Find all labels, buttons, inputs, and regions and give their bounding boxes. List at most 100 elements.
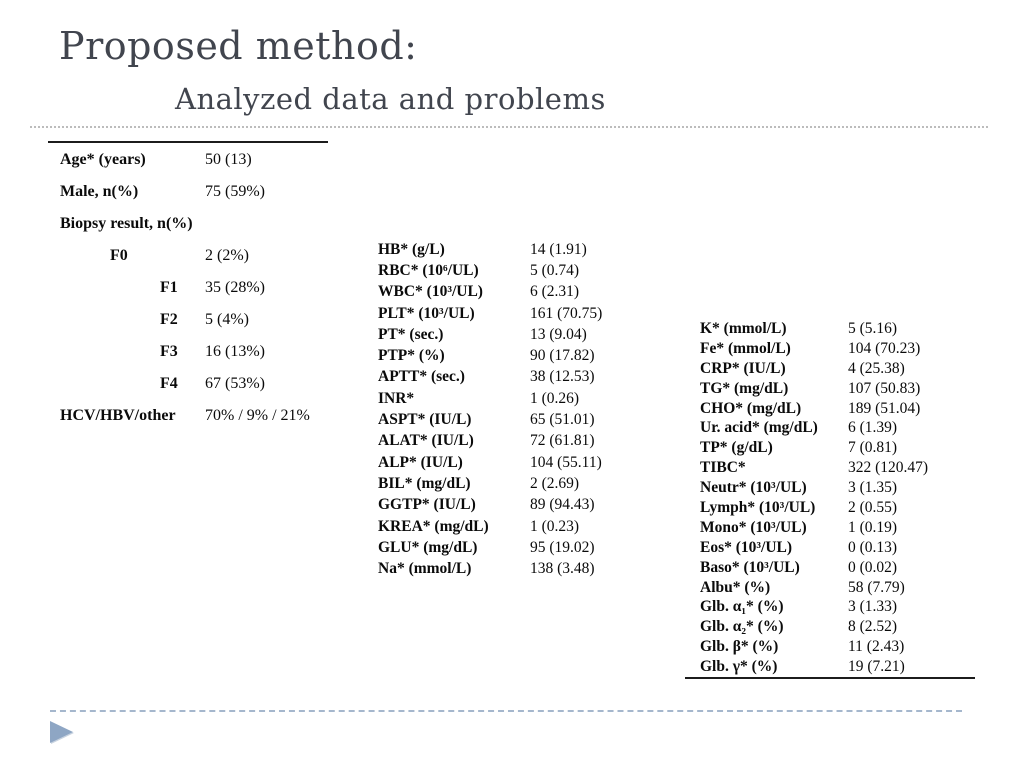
row-value: 5 (4%) <box>205 311 249 328</box>
row-value: 322 (120.47) <box>848 459 929 477</box>
row-label: RBC* (10⁶/UL) <box>378 261 479 279</box>
row-label: Glb. α₁* (%) <box>700 598 784 616</box>
row-value: 5 (0.74) <box>530 261 580 279</box>
row-value: 70% / 9% / 21% <box>205 407 310 424</box>
row-value: 50 (13) <box>205 151 252 168</box>
row-label: Na* (mmol/L) <box>378 560 472 578</box>
table-row: F1 35 (28%) <box>60 272 328 304</box>
table-row: F3 16 (13%) <box>60 336 328 368</box>
row-label: ASPT* (IU/L) <box>378 411 472 429</box>
row-value: 75 (59%) <box>205 183 265 200</box>
row-label: CRP* (IU/L) <box>700 359 786 377</box>
row-value: 2 (2%) <box>205 247 249 264</box>
table-row: Lymph* (10³/UL) 2 (0.55) <box>700 498 975 518</box>
row-value: 8 (2.52) <box>848 618 898 636</box>
table-row: F2 5 (4%) <box>60 304 328 336</box>
table-row: Glb. γ* (%) 19 (7.21) <box>700 657 975 677</box>
table-row: TP* (g/dL) 7 (0.81) <box>700 438 975 458</box>
table-row: Fe* (mmol/L) 104 (70.23) <box>700 339 975 359</box>
table-row: ALAT* (IU/L) 72 (61.81) <box>378 431 648 452</box>
row-label: F2 <box>160 311 178 328</box>
table-row: F4 67 (53%) <box>60 368 328 400</box>
table-row: CHO* (mg/dL) 189 (51.04) <box>700 399 975 419</box>
row-value: 16 (13%) <box>205 343 265 360</box>
header-divider <box>30 126 988 128</box>
row-value: 1 (0.23) <box>530 517 580 535</box>
row-label: F4 <box>160 375 178 392</box>
row-label: ALAT* (IU/L) <box>378 432 474 450</box>
row-label: Eos* (10³/UL) <box>700 538 793 556</box>
row-value: 138 (3.48) <box>530 560 595 578</box>
row-value: 13 (9.04) <box>530 325 587 343</box>
row-label: PT* (sec.) <box>378 325 444 343</box>
demographics-table: Age* (years) 50 (13) Male, n(%) 75 (59%)… <box>48 141 328 432</box>
row-value: 67 (53%) <box>205 375 265 392</box>
row-label: Age* (years) <box>60 151 146 168</box>
table-row: APTT* (sec.) 38 (12.53) <box>378 367 648 388</box>
row-label: TP* (g/dL) <box>700 439 773 457</box>
table-row: Mono* (10³/UL) 1 (0.19) <box>700 518 975 538</box>
row-label: INR* <box>378 389 415 407</box>
row-value: 6 (2.31) <box>530 283 580 301</box>
row-value: 104 (70.23) <box>848 339 921 357</box>
table-row: KREA* (mg/dL) 1 (0.23) <box>378 516 648 537</box>
row-value: 90 (17.82) <box>530 347 595 365</box>
footer-divider <box>50 710 962 712</box>
table-row: Glb. β* (%) 11 (2.43) <box>700 637 975 657</box>
table-row: HB* (g/L) 14 (1.91) <box>378 239 648 260</box>
row-value: 0 (0.13) <box>848 538 898 556</box>
table-row: Na* (mmol/L) 138 (3.48) <box>378 558 648 579</box>
row-value: 189 (51.04) <box>848 399 921 417</box>
row-label: GGTP* (IU/L) <box>378 496 476 514</box>
table-row: GLU* (mg/dL) 95 (19.02) <box>378 537 648 558</box>
row-value: 6 (1.39) <box>848 419 898 437</box>
table-row: INR* 1 (0.26) <box>378 388 648 409</box>
row-value: 14 (1.91) <box>530 240 587 258</box>
lab-results-table-primary: HB* (g/L) 14 (1.91) RBC* (10⁶/UL) 5 (0.7… <box>378 239 648 580</box>
row-value: 72 (61.81) <box>530 432 595 450</box>
table-row: Male, n(%) 75 (59%) <box>60 176 328 208</box>
table-row: PLT* (10³/UL) 161 (70.75) <box>378 303 648 324</box>
row-label: Mono* (10³/UL) <box>700 518 807 536</box>
row-label: K* (mmol/L) <box>700 319 787 337</box>
row-label: TG* (mg/dL) <box>700 379 789 397</box>
table-row: GGTP* (IU/L) 89 (94.43) <box>378 495 648 516</box>
table-row: F0 2 (2%) <box>60 240 328 272</box>
row-value: 161 (70.75) <box>530 304 603 322</box>
row-label: Glb. α₂* (%) <box>700 618 784 636</box>
row-label: Albu* (%) <box>700 578 771 596</box>
table-row: Age* (years) 50 (13) <box>60 144 328 176</box>
row-value: 7 (0.81) <box>848 439 898 457</box>
row-value: 5 (5.16) <box>848 319 898 337</box>
row-label: PLT* (10³/UL) <box>378 304 475 322</box>
row-value: 65 (51.01) <box>530 411 595 429</box>
table-row: BIL* (mg/dL) 2 (2.69) <box>378 473 648 494</box>
table-row: Glb. α₂* (%) 8 (2.52) <box>700 617 975 637</box>
table-row: PTP* (%) 90 (17.82) <box>378 345 648 366</box>
row-value: 2 (2.69) <box>530 474 580 492</box>
table-row: Baso* (10³/UL) 0 (0.02) <box>700 558 975 578</box>
table-row: Eos* (10³/UL) 0 (0.13) <box>700 538 975 558</box>
row-value: 4 (25.38) <box>848 359 905 377</box>
row-label: Fe* (mmol/L) <box>700 339 791 357</box>
row-label: BIL* (mg/dL) <box>378 474 471 492</box>
row-label: Baso* (10³/UL) <box>700 558 800 576</box>
row-label: Male, n(%) <box>60 183 139 200</box>
row-label: F0 <box>110 247 128 264</box>
row-value: 35 (28%) <box>205 279 265 296</box>
row-value: 11 (2.43) <box>848 638 905 656</box>
slide-title: Proposed method: <box>59 24 418 68</box>
table-row: Albu* (%) 58 (7.79) <box>700 578 975 598</box>
row-label: PTP* (%) <box>378 347 445 365</box>
row-label: WBC* (10³/UL) <box>378 283 483 301</box>
row-value: 3 (1.33) <box>848 598 898 616</box>
table-row: K* (mmol/L) 5 (5.16) <box>700 319 975 339</box>
row-value: 38 (12.53) <box>530 368 595 386</box>
table-row: Ur. acid* (mg/dL) 6 (1.39) <box>700 418 975 438</box>
row-label: Lymph* (10³/UL) <box>700 498 816 516</box>
row-label: ALP* (IU/L) <box>378 453 463 471</box>
table-row: CRP* (IU/L) 4 (25.38) <box>700 359 975 379</box>
row-value: 104 (55.11) <box>530 453 602 471</box>
play-triangle-icon <box>50 721 73 743</box>
table-row: HCV/HBV/other 70% / 9% / 21% <box>60 400 328 432</box>
